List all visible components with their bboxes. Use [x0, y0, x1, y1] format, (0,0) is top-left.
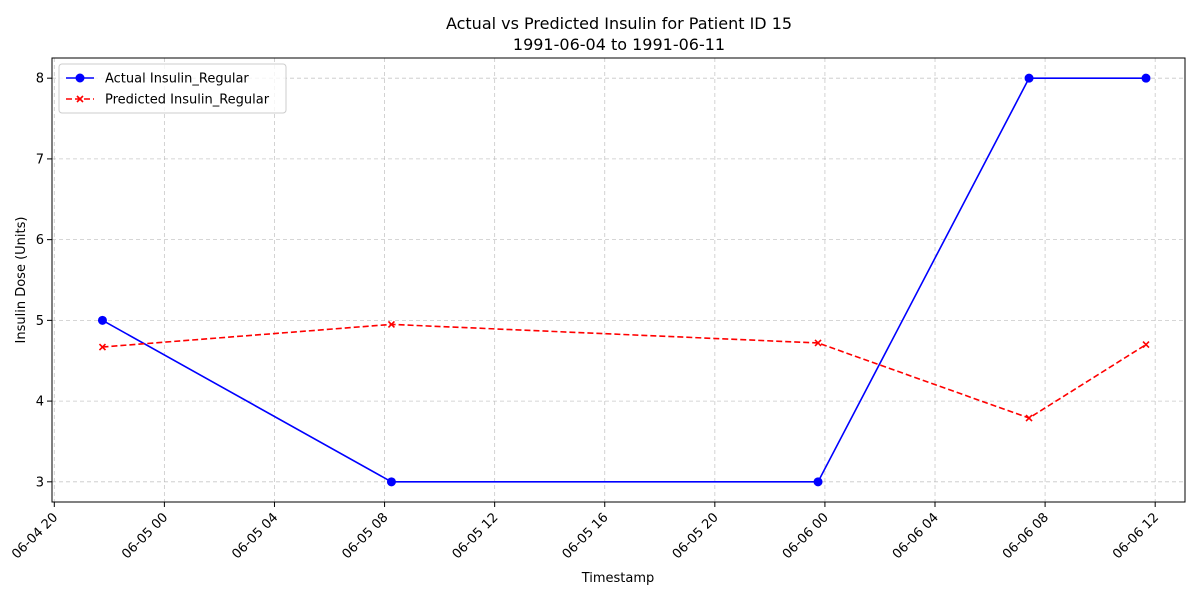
marker-stroke	[1142, 341, 1150, 349]
marker-stroke	[98, 343, 107, 351]
marker-stroke	[1025, 414, 1033, 422]
plot-area-frame	[51, 57, 1186, 503]
data-point	[386, 477, 396, 487]
legend-swatch-marker	[76, 95, 84, 103]
series-predicted	[98, 320, 1150, 422]
legend-label: Actual Insulin_Regular	[105, 72, 249, 87]
chart-subtitle: 1991-06-04 to 1991-06-11	[513, 35, 725, 54]
y-axis-label: Insulin Dose (Units)	[14, 217, 29, 344]
grid	[52, 58, 1185, 502]
y-tick-label: 5	[36, 314, 44, 329]
y-tick-label: 7	[36, 152, 44, 167]
data-point	[98, 343, 107, 351]
data-point	[387, 320, 396, 328]
y-tick-label: 3	[36, 475, 44, 490]
y-tick-label: 8	[36, 72, 44, 87]
legend: Actual Insulin_Regular Predicted Insulin_…	[58, 63, 287, 114]
legend-box	[58, 63, 287, 114]
y-tick-label: 6	[36, 233, 44, 248]
data-point	[813, 477, 823, 487]
legend-item: Actual Insulin_Regular	[66, 72, 249, 87]
data-point	[1142, 341, 1150, 349]
series-actual	[97, 73, 1151, 487]
legend-label: Predicted Insulin_Regular	[105, 93, 270, 108]
data-point	[1024, 73, 1034, 83]
marker-stroke	[387, 320, 396, 328]
legend-item: Predicted Insulin_Regular	[66, 93, 270, 108]
marker-stroke	[814, 339, 822, 347]
data-point	[1141, 73, 1151, 83]
y-tick-label: 4	[36, 395, 44, 410]
marker-stroke	[76, 95, 84, 103]
data-point	[814, 339, 822, 347]
data-point	[1025, 414, 1033, 422]
data-point	[97, 315, 107, 325]
x-axis-label: Timestamp	[581, 571, 655, 586]
legend-swatch-marker	[75, 73, 85, 83]
series-layer	[97, 73, 1151, 487]
chart-title: Actual vs Predicted Insulin for Patient …	[446, 14, 792, 33]
